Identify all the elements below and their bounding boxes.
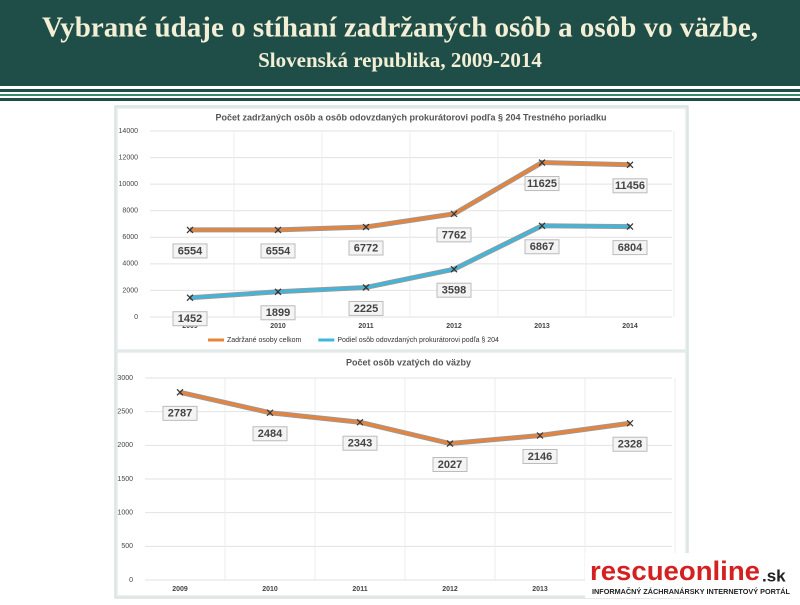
legend-label: Zadržané osoby celkom [227, 337, 301, 344]
data-label: 2484 [258, 428, 283, 440]
slide-subtitle: Slovenská republika, 2009-2014 [258, 48, 542, 72]
data-label-box [260, 305, 296, 321]
data-label-box [436, 282, 472, 298]
legend-label: Podiel osôb odovzdaných prokurátorovi po… [337, 337, 499, 344]
series-line [179, 390, 631, 446]
data-label: 6554 [178, 245, 203, 257]
x-tick-label: 2014 [622, 323, 638, 330]
y-tick-label: 3000 [117, 375, 133, 382]
data-label-box [522, 449, 558, 465]
marker [362, 284, 370, 291]
x-tick-label: 2012 [442, 586, 458, 593]
data-label: 6867 [530, 241, 554, 253]
logo-suffix: .sk [762, 566, 786, 585]
y-tick-label: 2500 [117, 409, 133, 416]
y-tick-label: 0 [134, 314, 138, 321]
marker [536, 432, 544, 439]
stripe [0, 98, 800, 101]
data-label: 2328 [618, 439, 642, 451]
data-label-box [436, 227, 472, 243]
chart-title: Počet osôb vzatých do väzby [346, 357, 471, 367]
stripe [0, 94, 800, 96]
data-label-box [612, 178, 648, 194]
data-label: 2787 [168, 408, 192, 420]
x-tick-label: 2013 [532, 586, 548, 593]
y-tick-label: 500 [121, 543, 133, 550]
marker [538, 222, 546, 230]
x-tick-label: 2009 [182, 323, 198, 330]
data-label-box [342, 435, 378, 451]
marker [626, 419, 634, 427]
data-label: 11456 [615, 180, 645, 192]
x-tick-label: 2010 [262, 586, 278, 593]
data-label: 6772 [354, 242, 378, 254]
y-tick-label: 0 [129, 577, 133, 584]
data-label: 2343 [348, 438, 372, 450]
data-label-box [252, 426, 288, 442]
y-tick-label: 1500 [117, 476, 133, 483]
y-tick-label: 1000 [117, 510, 133, 517]
series-line [189, 224, 631, 300]
marker [186, 226, 194, 234]
data-label-box [162, 405, 198, 421]
data-label: 2225 [354, 303, 378, 315]
logo-tagline: INFORMAČNÝ ZÁCHRANÁRSKY INTERNETOVÝ PORT… [592, 587, 791, 596]
marker [450, 210, 458, 218]
x-tick-label: 2011 [352, 586, 367, 593]
chart-title: Počet zadržaných osôb a osôb odovzdaných… [215, 112, 606, 122]
x-tick-label: 2013 [534, 323, 550, 330]
y-tick-label: 12000 [119, 154, 139, 161]
marker [538, 159, 546, 166]
data-label-box [260, 243, 296, 259]
data-label-box [612, 240, 648, 256]
data-label: 6804 [618, 242, 643, 254]
logo-name: rescueonline [590, 556, 760, 586]
data-label: 1899 [266, 307, 290, 319]
marker [356, 418, 364, 426]
y-tick-label: 8000 [122, 208, 138, 215]
x-tick-label: 2009 [172, 586, 188, 593]
marker [186, 294, 194, 302]
data-label-box [524, 176, 560, 192]
y-tick-label: 6000 [122, 234, 138, 241]
marker [450, 265, 458, 273]
y-tick-label: 2000 [122, 287, 138, 294]
data-label: 7762 [442, 229, 466, 241]
marker [274, 288, 282, 296]
x-tick-label: 2012 [446, 323, 462, 330]
series-line [190, 161, 631, 232]
data-label: 3598 [442, 285, 466, 297]
y-tick-label: 10000 [119, 181, 139, 188]
x-tick-label: 2010 [270, 323, 286, 330]
stripe [0, 89, 800, 92]
data-label-box [432, 457, 468, 473]
slide-title: Vybrané údaje o stíhaní zadržaných osôb … [42, 12, 758, 44]
marker [274, 226, 282, 234]
marker [626, 161, 634, 169]
data-label-box [172, 311, 208, 327]
y-tick-label: 14000 [119, 128, 139, 135]
data-label: 2146 [528, 451, 552, 463]
marker [266, 409, 274, 417]
marker [626, 223, 634, 231]
data-label: 2027 [438, 459, 462, 471]
data-label: 1452 [178, 313, 202, 325]
marker [176, 388, 184, 396]
data-label-box [524, 239, 560, 255]
marker [362, 223, 370, 231]
y-tick-label: 4000 [122, 261, 138, 268]
charts: Počet zadržaných osôb a osôb odovzdaných… [116, 107, 687, 597]
x-tick-label: 2011 [358, 323, 373, 330]
data-label-box [348, 240, 384, 256]
y-tick-label: 2000 [117, 442, 133, 449]
data-label: 11625 [527, 178, 557, 190]
data-label-box [348, 300, 384, 316]
logo-box [585, 553, 795, 598]
header-bar [0, 0, 800, 86]
marker [446, 440, 454, 447]
data-label: 6554 [266, 245, 291, 257]
data-label-box [172, 243, 208, 259]
data-label-box [612, 436, 648, 452]
